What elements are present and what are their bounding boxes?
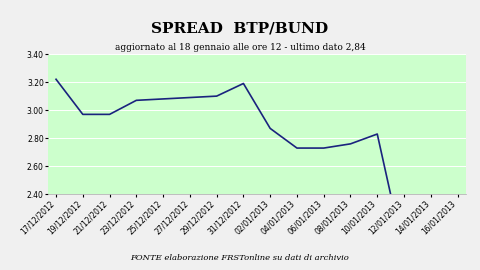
Text: FONTE elaborazione FRSTonline su dati di archivio: FONTE elaborazione FRSTonline su dati di… — [131, 254, 349, 262]
Text: SPREAD  BTP/BUND: SPREAD BTP/BUND — [151, 22, 329, 36]
Text: aggiornato al 18 gennaio alle ore 12 - ultimo dato 2,84: aggiornato al 18 gennaio alle ore 12 - u… — [115, 43, 365, 52]
